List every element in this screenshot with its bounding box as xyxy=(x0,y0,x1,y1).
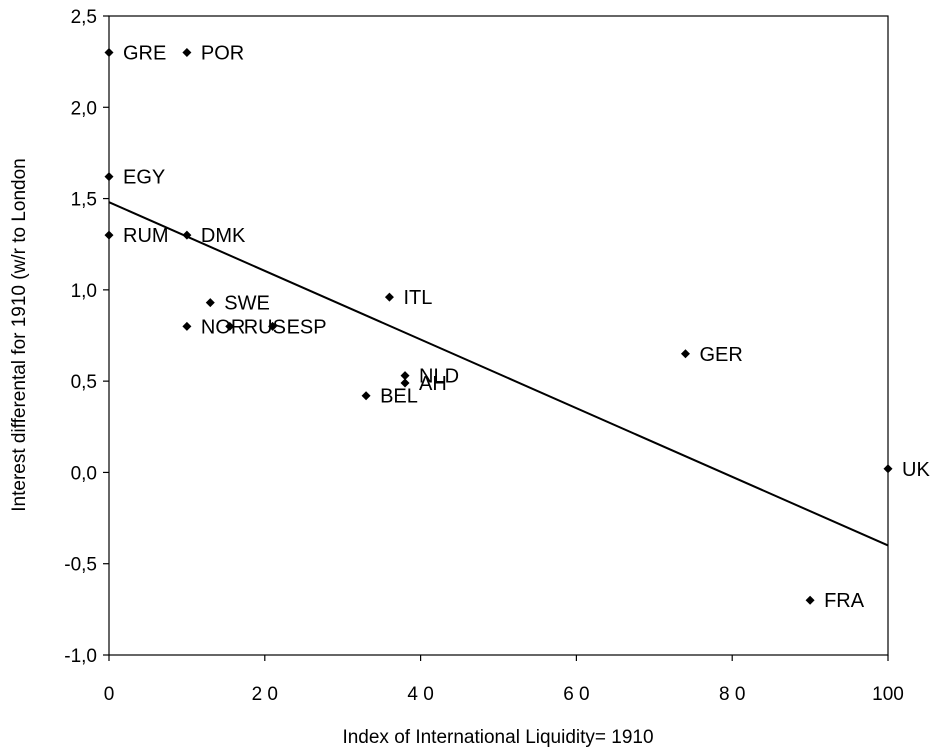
data-point-rus xyxy=(225,321,235,331)
point-label-swe: SWE xyxy=(224,293,270,315)
point-label-nld: NLD xyxy=(419,366,459,388)
y-tick-label: 2,5 xyxy=(71,7,97,28)
y-tick-label: 1,0 xyxy=(71,281,97,302)
point-label-rus: RUS xyxy=(244,316,286,338)
x-axis-title: Index of International Liquidity= 1910 xyxy=(342,727,653,748)
data-point-por xyxy=(182,48,192,58)
data-point-egy xyxy=(104,172,114,182)
point-label-ah: AH xyxy=(419,373,447,395)
data-point-uk xyxy=(883,464,893,474)
data-point-nor xyxy=(182,321,192,331)
point-label-por: POR xyxy=(201,43,244,65)
data-point-ah xyxy=(400,378,410,388)
point-label-itl: ITL xyxy=(403,287,432,309)
x-axis: 0 2 0 4 0 6 0 8 0 100 xyxy=(104,655,904,705)
point-label-nor: NOR xyxy=(201,316,245,338)
x-tick-label: 8 0 xyxy=(719,684,745,705)
plot-frame xyxy=(108,15,889,656)
point-label-ger: GER xyxy=(699,344,742,366)
point-label-esp: ESP xyxy=(287,316,327,338)
data-point-fra xyxy=(805,595,815,605)
point-label-dmk: DMK xyxy=(201,225,246,247)
data-point-bel xyxy=(361,391,371,401)
x-tick-label: 2 0 xyxy=(252,684,278,705)
point-label-bel: BEL xyxy=(380,386,418,408)
data-point-nld xyxy=(400,371,410,381)
y-tick-label: 2,0 xyxy=(71,98,97,119)
point-label-uk: UK xyxy=(902,459,930,481)
data-point-rum xyxy=(104,230,114,240)
data-point-esp xyxy=(268,321,278,331)
y-tick-label: -1,0 xyxy=(64,646,97,667)
y-tick-label: 0,5 xyxy=(71,372,97,393)
x-tick-label: 0 xyxy=(104,684,115,705)
data-point-itl xyxy=(384,292,394,302)
point-label-egy: EGY xyxy=(123,167,165,189)
point-label-fra: FRA xyxy=(824,590,865,612)
x-tick-label: 6 0 xyxy=(563,684,589,705)
data-point-ger xyxy=(680,349,690,359)
data-point-swe xyxy=(205,298,215,308)
y-tick-label: 1,5 xyxy=(71,190,97,211)
point-label-rum: RUM xyxy=(123,225,169,247)
data-point-gre xyxy=(104,48,114,58)
y-tick-label: -0,5 xyxy=(64,555,97,576)
x-tick-label: 100 xyxy=(872,684,904,705)
trendline xyxy=(108,201,889,547)
y-axis-title: Interest differental for 1910 (w/r to Lo… xyxy=(9,158,30,511)
y-axis: 2,5 2,0 1,5 1,0 0,5 0,0 -0,5 -1,0 xyxy=(64,7,109,667)
x-tick-label: 4 0 xyxy=(407,684,433,705)
point-label-gre: GRE xyxy=(123,43,166,65)
data-point-dmk xyxy=(182,230,192,240)
y-tick-label: 0,0 xyxy=(71,463,97,484)
